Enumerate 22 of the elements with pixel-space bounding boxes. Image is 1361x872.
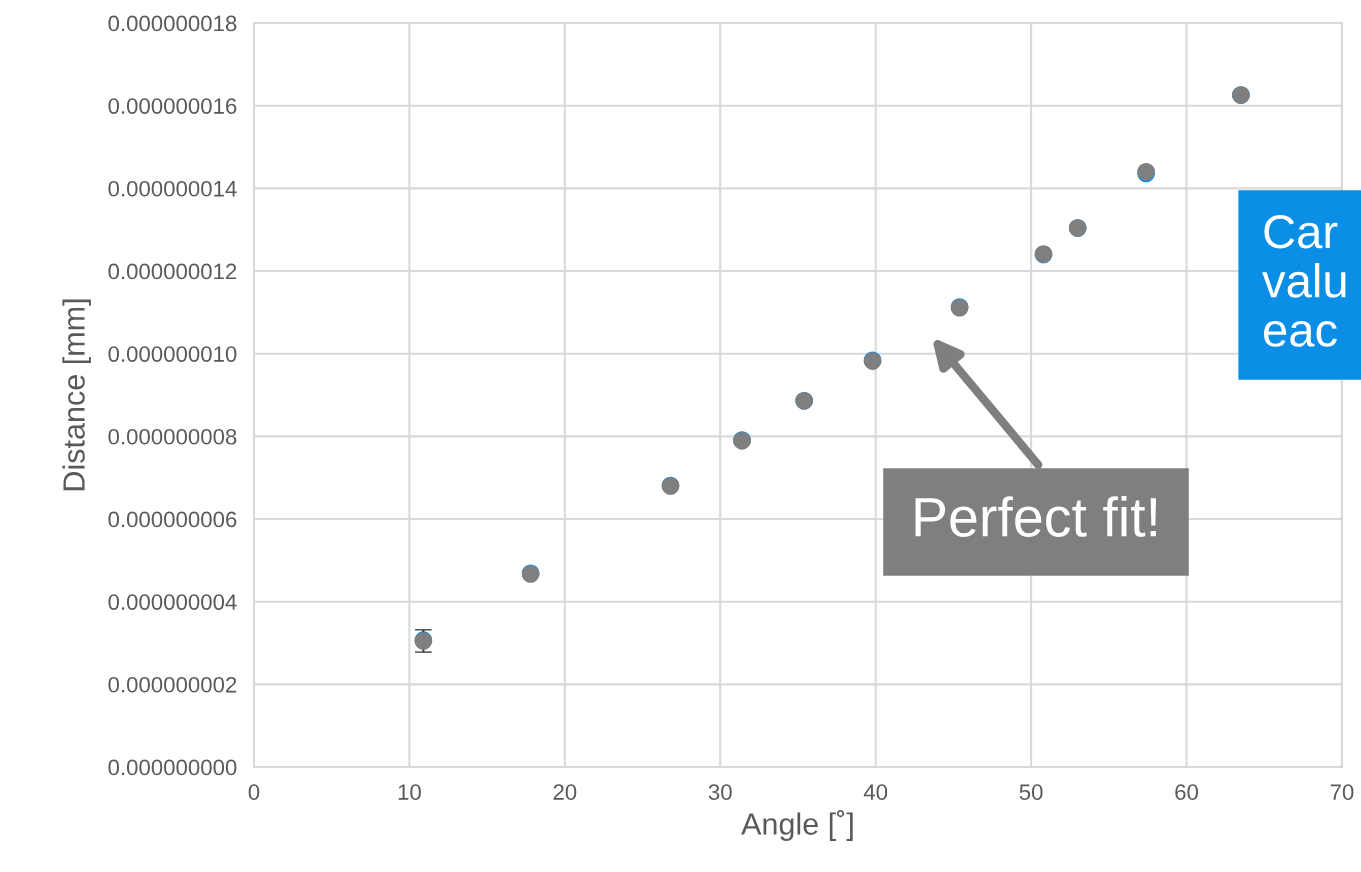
annotation: Car valu eac bbox=[1262, 215, 1346, 347]
y-tick-label: 0.000000014 bbox=[108, 180, 237, 197]
y-tick-label: 0.000000012 bbox=[108, 263, 237, 280]
y-tick-label: 0.000000018 bbox=[108, 15, 237, 32]
x-axis-title: Angle [˚] bbox=[741, 809, 853, 841]
y-tick-label: 0.000000006 bbox=[108, 511, 237, 528]
x-tick-label: 0 bbox=[248, 784, 260, 800]
y-tick-label: 0.000000008 bbox=[108, 428, 237, 445]
y-tick-label: 0.000000004 bbox=[108, 594, 237, 610]
x-tick-label: 30 bbox=[708, 784, 732, 800]
y-axis-title: Distance [mm] bbox=[62, 299, 91, 491]
annotation: Perfect fit! bbox=[915, 496, 1156, 537]
x-tick-label: 40 bbox=[863, 784, 888, 800]
y-tick-label: 0.000000016 bbox=[108, 98, 237, 114]
y-tick-label: 0.000000002 bbox=[108, 676, 237, 693]
x-tick-label: 10 bbox=[398, 784, 421, 800]
y-tick-label: 0.000000000 bbox=[108, 759, 237, 776]
x-tick-label: 20 bbox=[553, 784, 577, 800]
y-tick-label: 0.000000010 bbox=[108, 346, 237, 362]
x-tick-label: 50 bbox=[1019, 784, 1043, 800]
x-tick-label: 70 bbox=[1330, 784, 1354, 800]
x-tick-label: 60 bbox=[1175, 784, 1199, 800]
